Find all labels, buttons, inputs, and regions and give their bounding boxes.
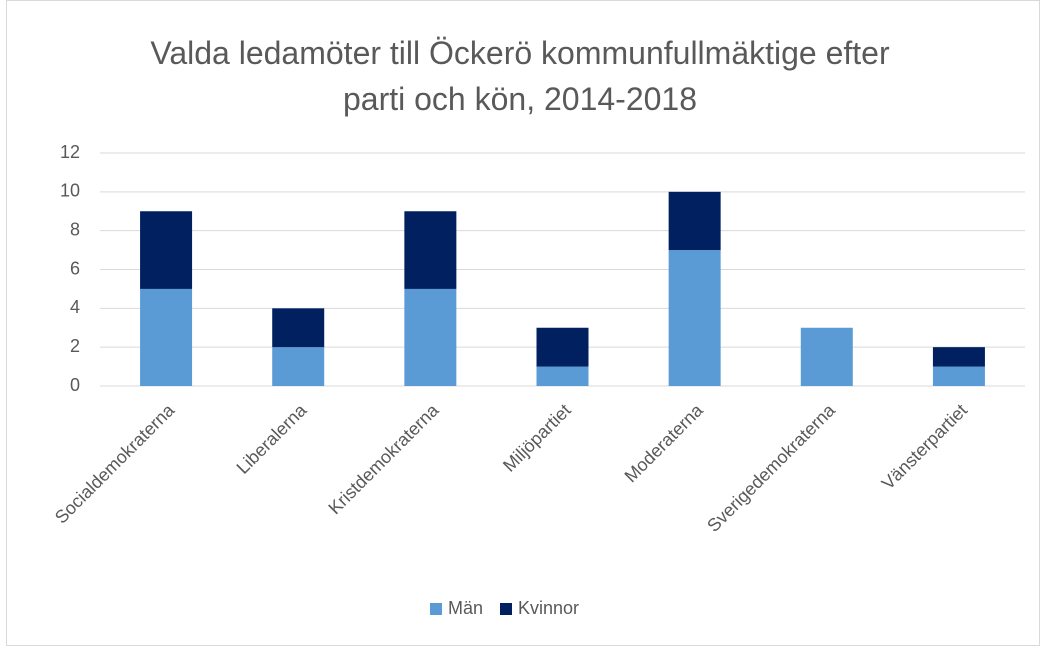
bar-segment: [668, 191, 721, 251]
bar-segment: [272, 347, 325, 386]
x-tick-label: Liberalerna: [233, 399, 312, 478]
x-tick-label: Moderaterna: [621, 399, 708, 486]
bar-segment: [404, 288, 457, 386]
x-tick-label: Socialdemokraterna: [51, 399, 179, 527]
bar-segment: [272, 308, 325, 348]
chart-title: Valda ledamöter till Öckerö kommunfullmä…: [150, 35, 890, 117]
bar-segment: [140, 211, 193, 289]
legend-swatch: [430, 603, 442, 615]
bar-segment: [932, 347, 985, 367]
y-tick-label: 4: [70, 297, 80, 317]
y-tick-label: 10: [60, 181, 80, 201]
x-tick-label: Kristdemokraterna: [324, 399, 443, 518]
x-tick-label: Miljöpartiet: [499, 400, 575, 476]
bar-segment: [140, 288, 193, 386]
y-tick-label: 8: [70, 219, 80, 239]
y-tick-label: 2: [70, 336, 80, 356]
x-tick-label: Vänsterpartiet: [878, 400, 971, 493]
bar-segment: [536, 366, 589, 386]
legend-swatch: [500, 603, 512, 615]
legend-label: Män: [448, 598, 483, 618]
bar-segment: [536, 327, 589, 367]
y-tick-label: 0: [70, 375, 80, 395]
bar-segment: [932, 366, 985, 386]
bar-segment: [800, 327, 853, 386]
x-tick-label: Sverigedemokraterna: [703, 399, 840, 536]
legend-label: Kvinnor: [518, 598, 579, 618]
bar-segment: [404, 211, 457, 289]
bar-segment: [668, 250, 721, 386]
y-tick-label: 12: [60, 142, 80, 162]
y-tick-label: 6: [70, 258, 80, 278]
